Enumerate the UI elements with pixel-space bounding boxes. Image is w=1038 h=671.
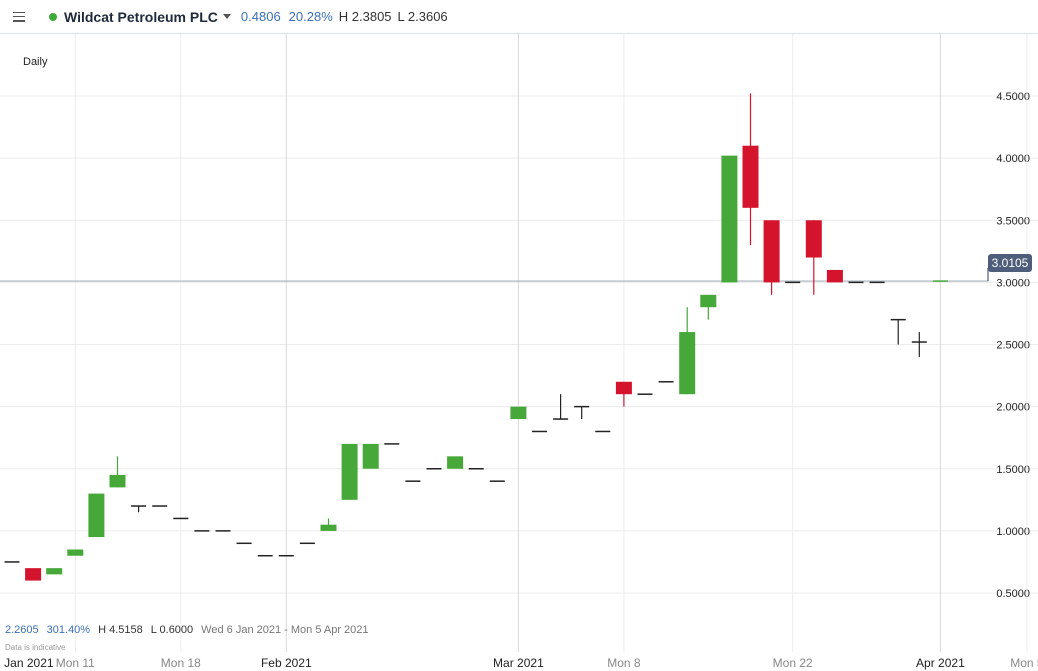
candle [320,518,337,531]
candle [131,505,147,513]
candle-body [46,568,63,575]
range-change: 2.2605 [5,624,39,636]
header-change: 0.4806 [240,9,281,24]
market-status-dot [49,12,57,21]
candle [341,443,358,500]
x-tick-label: Mon 8 [607,656,641,670]
candle-body [826,269,843,283]
y-tick-label: 3.5000 [996,215,1030,227]
candle-body [700,294,717,308]
candle [911,332,927,357]
candle-body [763,220,780,283]
candle [46,568,63,575]
y-tick-label: 1.5000 [996,464,1030,476]
header-high: H 2.3805 [338,9,392,24]
candle-body [320,524,337,531]
x-tick-label: Jan 2021 [4,656,54,670]
range-low: L 0.6000 [150,624,194,636]
current-price-tag: 3.0105 [988,254,1032,272]
x-tick-label: Mon 22 [773,656,813,670]
candle [763,220,780,295]
candle-body [805,220,822,258]
candle [447,456,464,469]
candle [25,568,42,581]
instrument-header: Wildcat Petroleum PLC 0.4806 20.28% H 2.… [0,0,1038,34]
chevron-down-icon[interactable] [222,14,231,19]
date-range: Wed 6 Jan 2021 - Mon 5 Apr 2021 [201,624,369,636]
candle [615,381,632,407]
header-low: L 2.3606 [397,9,448,24]
header-change-pct: 20.28% [288,9,333,24]
data-indicative-note: Data is indicative [5,643,66,652]
y-tick-label: 1.0000 [996,526,1030,538]
candle [826,269,843,283]
y-tick-label: 4.5000 [996,91,1030,103]
candle-body [679,332,696,395]
interval-label[interactable]: Daily [23,56,48,68]
candle [362,443,379,469]
candle [510,406,527,420]
candle [553,394,569,420]
candle-body [25,568,42,581]
x-tick-label: Apr 2021 [916,656,965,670]
hamburger-icon[interactable] [13,11,25,22]
candle [721,155,738,283]
candle-body [742,145,759,208]
range-change-pct: 301.40% [46,624,91,636]
candle-body [721,155,738,283]
candle [679,307,696,395]
candle [805,220,822,295]
y-tick-label: 3.0000 [996,277,1030,289]
candle [742,93,759,246]
candle [890,318,906,345]
y-tick-label: 2.0000 [996,402,1030,414]
candle-body [109,474,126,488]
candle-body [88,493,105,538]
instrument-name[interactable]: Wildcat Petroleum PLC [64,8,218,25]
y-tick-label: 0.5000 [996,588,1030,600]
x-tick-label: Mon 18 [161,656,201,670]
range-high: H 4.5158 [98,624,143,636]
candle-body [447,456,464,469]
y-tick-label: 4.0000 [996,153,1030,165]
candle-body [362,443,379,469]
candle [88,493,105,538]
y-tick-label: 2.5000 [996,340,1030,352]
x-tick-label: Mar 2021 [493,656,544,670]
candle-body [615,381,632,395]
candle [67,549,84,556]
candle [700,294,717,320]
candle-body [510,406,527,420]
candle [109,456,126,488]
x-tick-label: Mon 5 [1010,656,1038,670]
x-tick-label: Mon 11 [56,656,95,670]
x-tick-label: Feb 2021 [261,656,312,670]
candle [574,405,590,420]
candle-body [67,549,84,556]
range-summary: 2.2605 301.40% H 4.5158 L 0.6000 Wed 6 J… [5,624,369,636]
candle-body [341,443,358,500]
